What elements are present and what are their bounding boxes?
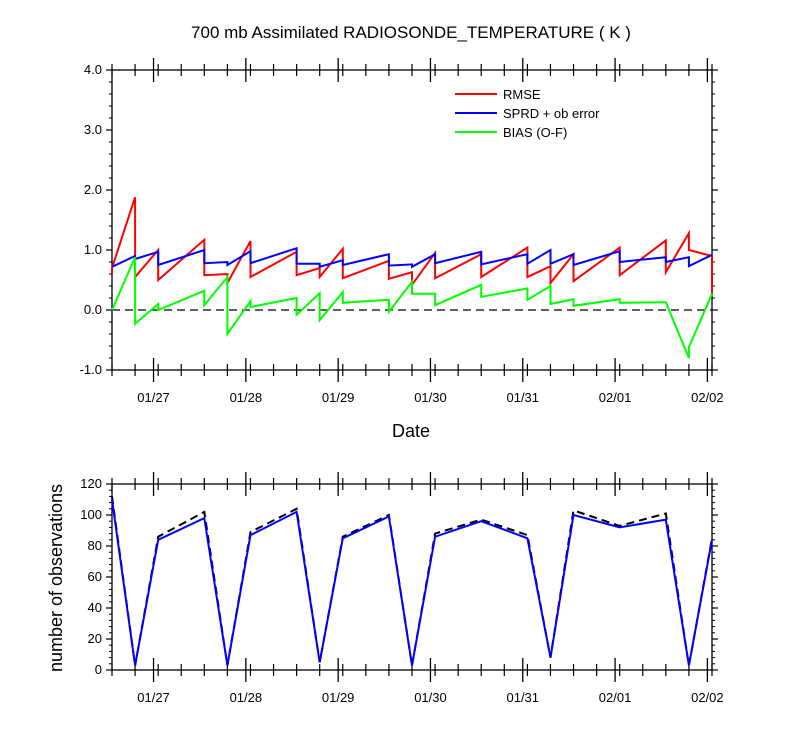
x-tick-label: 01/29 (322, 390, 355, 405)
chart-title: 700 mb Assimilated RADIOSONDE_TEMPERATUR… (191, 23, 631, 42)
x-tick-label: 02/02 (691, 690, 724, 705)
y-tick-label: 120 (80, 476, 102, 491)
top-legend: RMSE SPRD + ob error BIAS (O-F) (455, 87, 600, 140)
sprd-ob-error-line (111, 246, 713, 269)
rmse-line (111, 196, 713, 292)
x-axis-title: Date (392, 421, 430, 441)
x-tick-label: 01/27 (137, 390, 170, 405)
bottom-panel: 0 20 40 60 80 100 120 01/27 01/28 01/29 01/30 01/31… (46, 472, 724, 705)
x-tick-label: 01/27 (137, 690, 170, 705)
y-tick-label: 0 (95, 662, 102, 677)
x-tick-label: 01/31 (506, 390, 539, 405)
series-1-line (111, 499, 713, 666)
y-tick-label: 20 (88, 631, 102, 646)
y-tick-label: 3.0 (84, 122, 102, 137)
y-axis-title-observations: number of observations (46, 484, 66, 672)
series-0-line (111, 496, 713, 666)
x-tick-label: 01/28 (230, 390, 263, 405)
y-tick-label: 100 (80, 507, 102, 522)
bottom-axes: 0 20 40 60 80 100 120 01/27 01/28 01/29 01/30 01/31… (80, 472, 724, 705)
y-tick-label: 80 (88, 538, 102, 553)
bottom-plot-frame (111, 483, 713, 671)
y-tick-label: 2.0 (84, 182, 102, 197)
y-tick-label: -1.0 (80, 362, 102, 377)
top-axes: -1.0 0.0 1.0 2.0 3.0 4.0 01/27 01/28 01/29 01/30 0… (80, 58, 724, 405)
y-tick-label: 4.0 (84, 62, 102, 77)
y-tick-label: 0.0 (84, 302, 102, 317)
y-tick-label: 60 (88, 569, 102, 584)
legend-label: RMSE (503, 87, 541, 102)
x-tick-label: 01/30 (414, 390, 447, 405)
legend-label: SPRD + ob error (503, 106, 600, 121)
x-tick-label: 01/31 (506, 690, 539, 705)
bias-o-f--line (111, 256, 713, 359)
x-tick-label: 01/28 (230, 690, 263, 705)
y-tick-label: 40 (88, 600, 102, 615)
x-tick-label: 01/29 (322, 690, 355, 705)
top-panel: 700 mb Assimilated RADIOSONDE_TEMPERATUR… (80, 23, 724, 441)
legend-label: BIAS (O-F) (503, 125, 567, 140)
x-tick-label: 02/01 (599, 390, 632, 405)
bottom-series-group (111, 496, 713, 666)
y-tick-label: 1.0 (84, 242, 102, 257)
top-plot-frame (111, 69, 713, 371)
x-tick-label: 01/30 (414, 690, 447, 705)
x-tick-label: 02/02 (691, 390, 724, 405)
x-tick-label: 02/01 (599, 690, 632, 705)
top-series-group (111, 196, 713, 359)
